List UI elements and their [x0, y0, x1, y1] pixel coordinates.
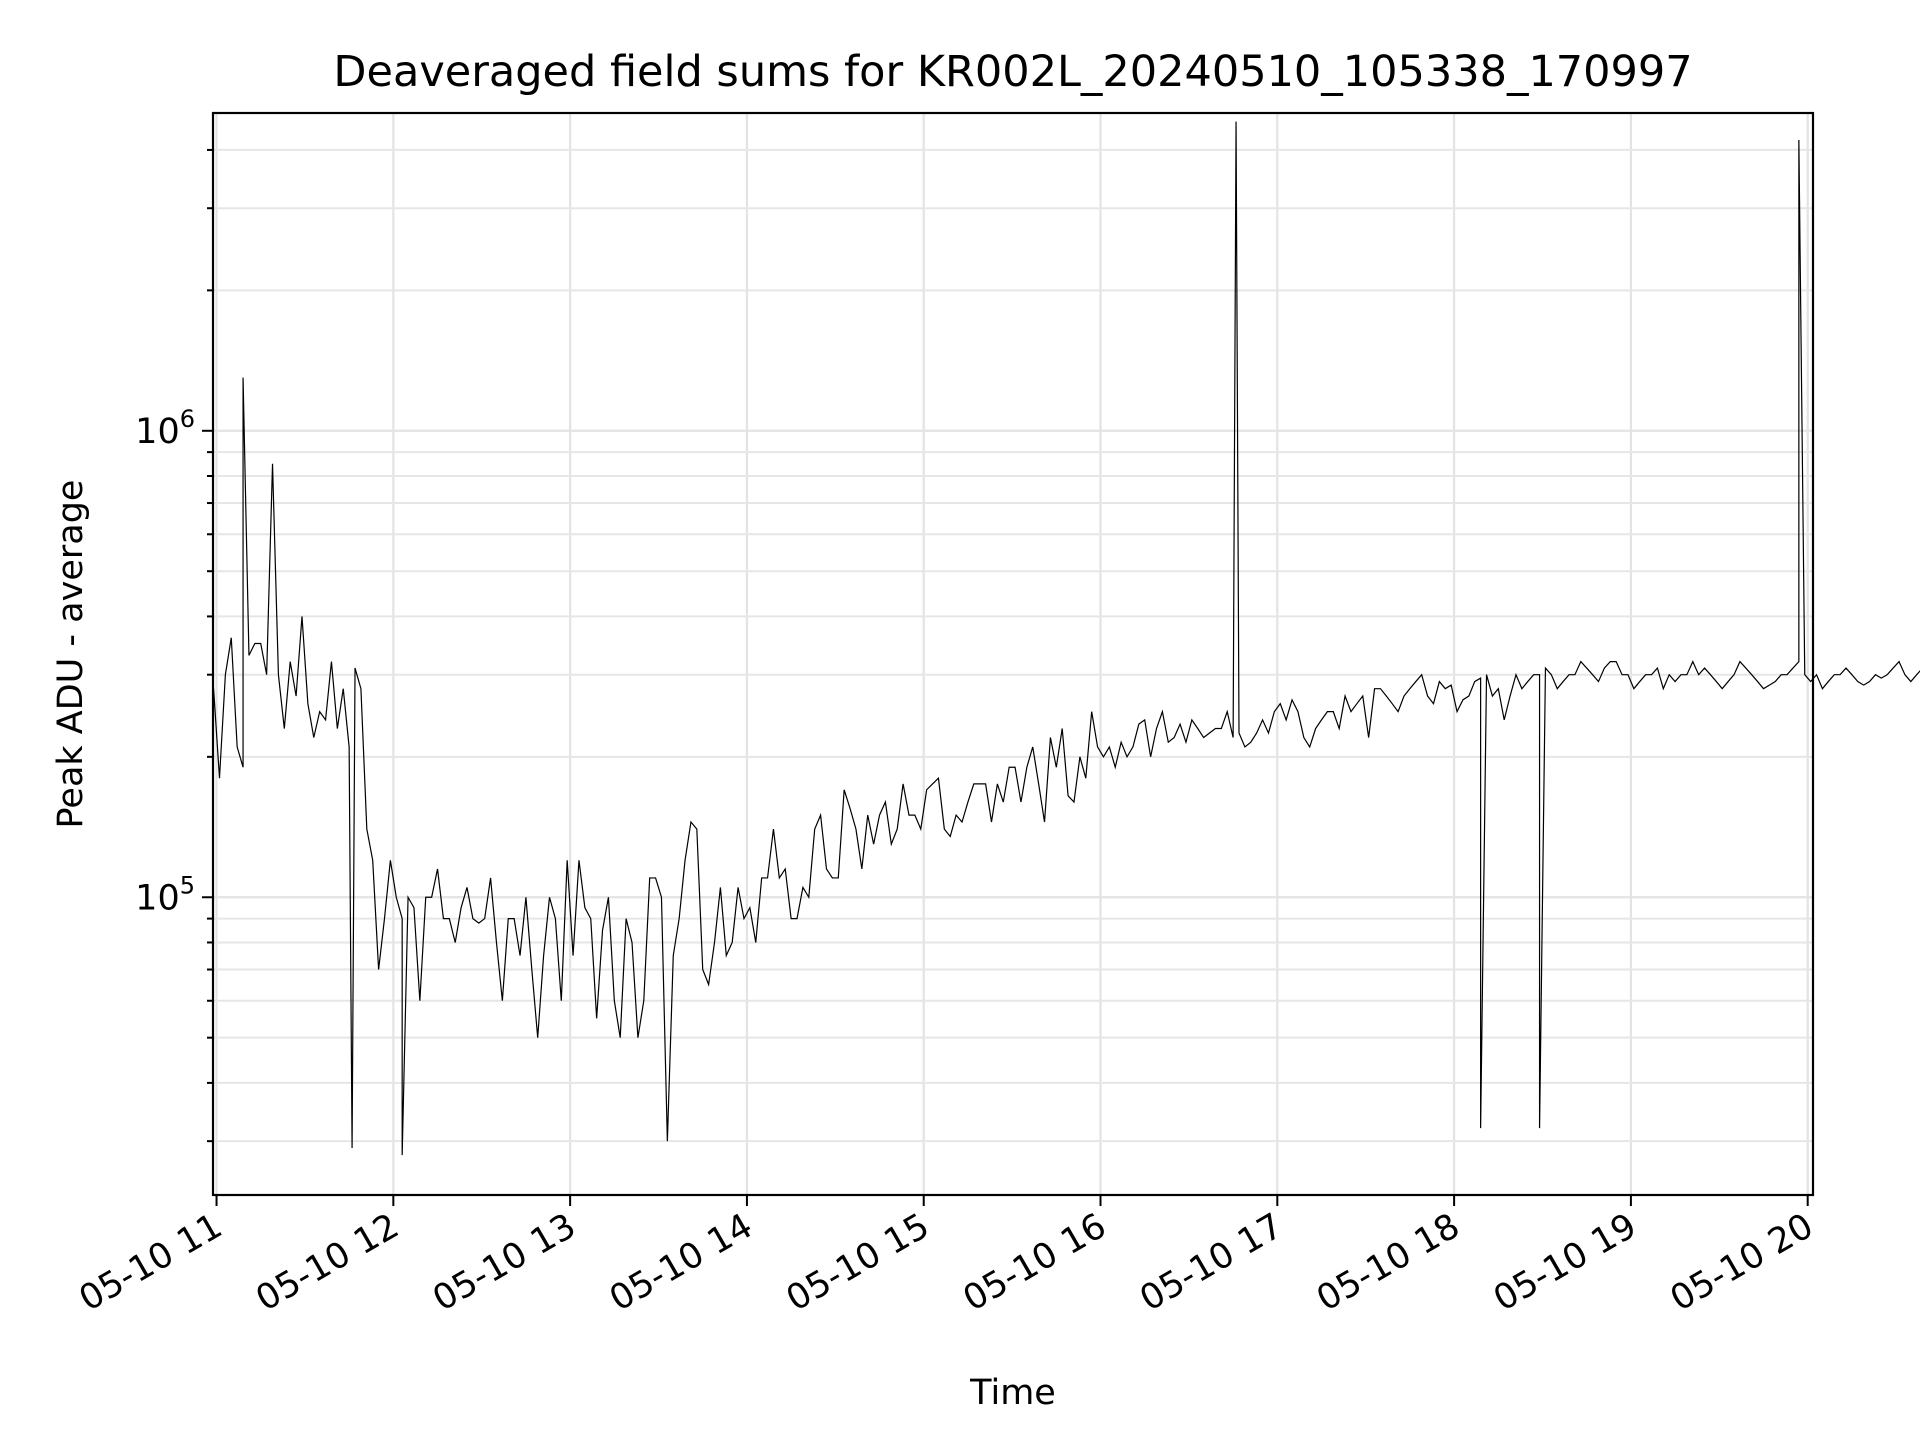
- chart-title: Deaveraged field sums for KR002L_2024051…: [333, 47, 1692, 97]
- grid-layer: [213, 113, 1813, 1195]
- x-tick-label: 05-10 15: [780, 1206, 936, 1319]
- y-tick-label-base: 10: [135, 878, 180, 918]
- series-layer: [212, 121, 1920, 1156]
- x-tick-label: 05-10 20: [1664, 1206, 1820, 1319]
- x-tick-label: 05-10 16: [957, 1206, 1113, 1319]
- x-tick-label: 05-10 12: [250, 1206, 406, 1319]
- y-tick-label: 106: [135, 405, 195, 452]
- y-axis-label: Peak ADU - average: [51, 480, 91, 829]
- x-tick-label: 05-10 17: [1134, 1206, 1290, 1319]
- x-axis-ticks: 05-10 11 05-10 12 05-10 13 05-10 14 05-10 15…: [73, 1195, 1820, 1319]
- x-tick-label: 05-10 19: [1487, 1206, 1643, 1319]
- x-tick-label: 05-10 14: [603, 1206, 759, 1319]
- y-tick-label: 105: [135, 871, 195, 918]
- x-tick-label: 05-10 11: [73, 1206, 229, 1319]
- plot-frame: [211, 111, 1815, 1197]
- x-tick-label: 05-10 18: [1310, 1206, 1466, 1319]
- series-line: [212, 121, 1920, 1156]
- y-tick-label-exponent: 6: [180, 405, 195, 433]
- x-axis-label: Time: [969, 1373, 1056, 1413]
- y-tick-label-exponent: 5: [180, 871, 195, 899]
- y-tick-label-base: 10: [135, 412, 180, 452]
- x-tick-label: 05-10 13: [426, 1206, 582, 1319]
